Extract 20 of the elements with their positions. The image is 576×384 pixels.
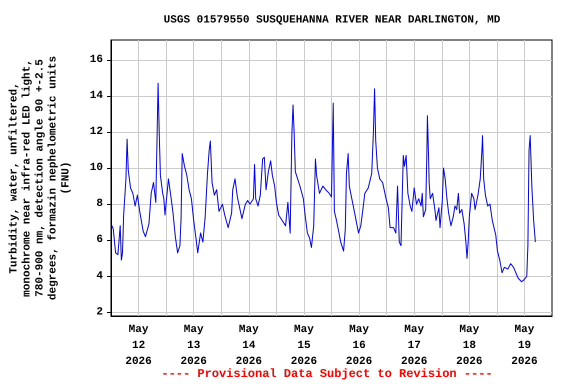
y-tick-label: 2	[96, 306, 103, 318]
x-tick-label: May 18 2026	[456, 324, 483, 368]
y-tick-label: 6	[96, 234, 103, 246]
y-tick-label: 10	[90, 162, 103, 174]
y-axis-title: Turbidity, water, unfiltered, monochrome near infra-red LED light, 780-900 nm, detection angle 90 +-2.5 degrees, formazin nephelometric units (FNU)	[8, 56, 72, 300]
x-tick-label: May 13 2026	[180, 324, 207, 368]
x-tick-label: May 14 2026	[236, 324, 262, 368]
x-tick-label: May 15 2026	[290, 324, 318, 368]
x-tick-label: May 16 2026	[346, 324, 372, 368]
chart-title: USGS 01579550 SUSQUEHANNA RIVER NEAR DARLINGTON, MD	[164, 14, 501, 26]
x-tick-label: May 19 2026	[511, 324, 538, 368]
y-tick-label: 16	[90, 54, 103, 66]
line-series	[112, 82, 536, 282]
y-tick-label: 14	[90, 90, 104, 102]
text: ---- Provisional Data Subject to Revision ----	[161, 367, 493, 381]
x-tick-label: May 12 2026	[125, 324, 152, 368]
y-tick-label: 12	[90, 126, 103, 138]
x-tick-label: May 17 2026	[400, 324, 428, 368]
y-tick-label: 8	[96, 198, 104, 210]
y-tick-label: 4	[96, 270, 104, 282]
